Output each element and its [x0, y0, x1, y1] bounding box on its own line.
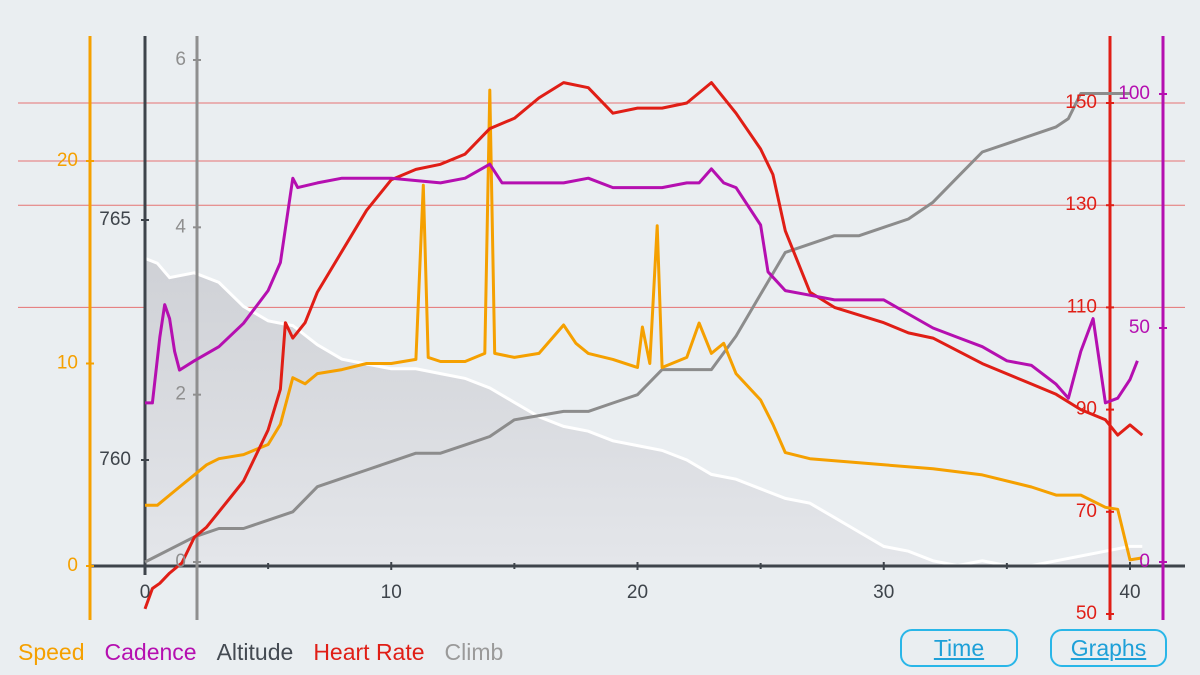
- cadence-tick-label-100: 100: [1118, 83, 1150, 104]
- x-tick-label-20: 20: [627, 582, 648, 603]
- x-tick-label-0: 0: [140, 582, 151, 603]
- legend-cadence: Cadence: [104, 639, 197, 665]
- tick-labels-layer: 0 10 20 30 40 0 10 20 760 765 0 2 4 6 50 70 90 110 130 150 0…: [57, 49, 1150, 624]
- altitude-tick-label-765: 765: [99, 209, 131, 230]
- heart-rate-tick-label-150: 150: [1065, 92, 1097, 113]
- climb-series-line: [144, 92, 1130, 564]
- speed-series-line: [145, 88, 1143, 562]
- climb-tick-label-6: 6: [175, 49, 186, 70]
- heart-rate-tick-label-90: 90: [1076, 399, 1097, 420]
- speed-tick-label-10: 10: [57, 353, 78, 374]
- speed-tick-label-0: 0: [67, 555, 78, 576]
- legend-climb: Climb: [444, 639, 504, 665]
- heart-rate-tick-label-130: 130: [1065, 194, 1097, 215]
- heart-rate-tick-label-70: 70: [1076, 501, 1097, 522]
- climb-tick-label-4: 4: [175, 216, 186, 237]
- heart-rate-tick-label-110: 110: [1067, 296, 1097, 317]
- x-tick-label-10: 10: [381, 582, 402, 603]
- altitude-area: [145, 258, 1143, 566]
- cadence-tick-label-50: 50: [1129, 317, 1150, 338]
- time-button[interactable]: Time: [900, 629, 1018, 667]
- legend-heart-rate: Heart Rate: [313, 639, 425, 665]
- speed-tick-label-20: 20: [57, 150, 78, 171]
- series-lines-layer: [143, 81, 1144, 610]
- x-tick-label-40: 40: [1119, 582, 1140, 603]
- climb-tick-label-0: 0: [175, 551, 186, 572]
- x-tick-label-30: 30: [873, 582, 894, 603]
- cadence-series-line: [145, 162, 1139, 405]
- altitude-area-layer: [144, 257, 1143, 568]
- graphs-button[interactable]: Graphs: [1050, 629, 1167, 667]
- heart-rate-series-line: [143, 81, 1144, 610]
- altitude-tick-label-760: 760: [99, 449, 131, 470]
- climb-tick-label-2: 2: [175, 384, 186, 405]
- cadence-tick-label-0: 0: [1139, 551, 1150, 572]
- altitude-line: [144, 257, 1143, 568]
- legend-altitude: Altitude: [216, 639, 294, 665]
- heart-rate-tick-label-50: 50: [1076, 603, 1097, 624]
- legend: Speed Cadence Altitude Heart Rate Climb: [18, 639, 503, 666]
- legend-speed: Speed: [18, 639, 85, 665]
- axes-layer: [86, 36, 1185, 620]
